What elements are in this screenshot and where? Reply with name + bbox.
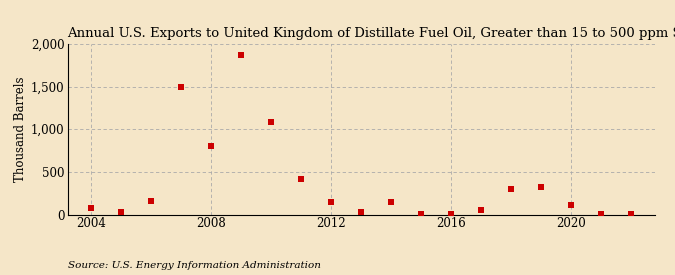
Point: [535, 185, 546, 189]
Point: [266, 120, 277, 125]
Point: [385, 200, 396, 204]
Point: [416, 212, 427, 216]
Text: Source: U.S. Energy Information Administration: Source: U.S. Energy Information Administ…: [68, 260, 321, 270]
Y-axis label: Thousand Barrels: Thousand Barrels: [14, 76, 27, 182]
Point: [326, 200, 337, 204]
Text: Annual U.S. Exports to United Kingdom of Distillate Fuel Oil, Greater than 15 to: Annual U.S. Exports to United Kingdom of…: [68, 27, 675, 40]
Point: [356, 210, 367, 214]
Point: [206, 144, 217, 148]
Point: [176, 84, 187, 89]
Point: [86, 206, 97, 210]
Point: [236, 53, 246, 57]
Point: [476, 208, 487, 212]
Point: [446, 211, 456, 216]
Point: [146, 199, 157, 203]
Point: [566, 203, 576, 207]
Point: [116, 210, 127, 214]
Point: [625, 212, 636, 216]
Point: [595, 212, 606, 216]
Point: [296, 177, 306, 181]
Point: [506, 187, 516, 191]
